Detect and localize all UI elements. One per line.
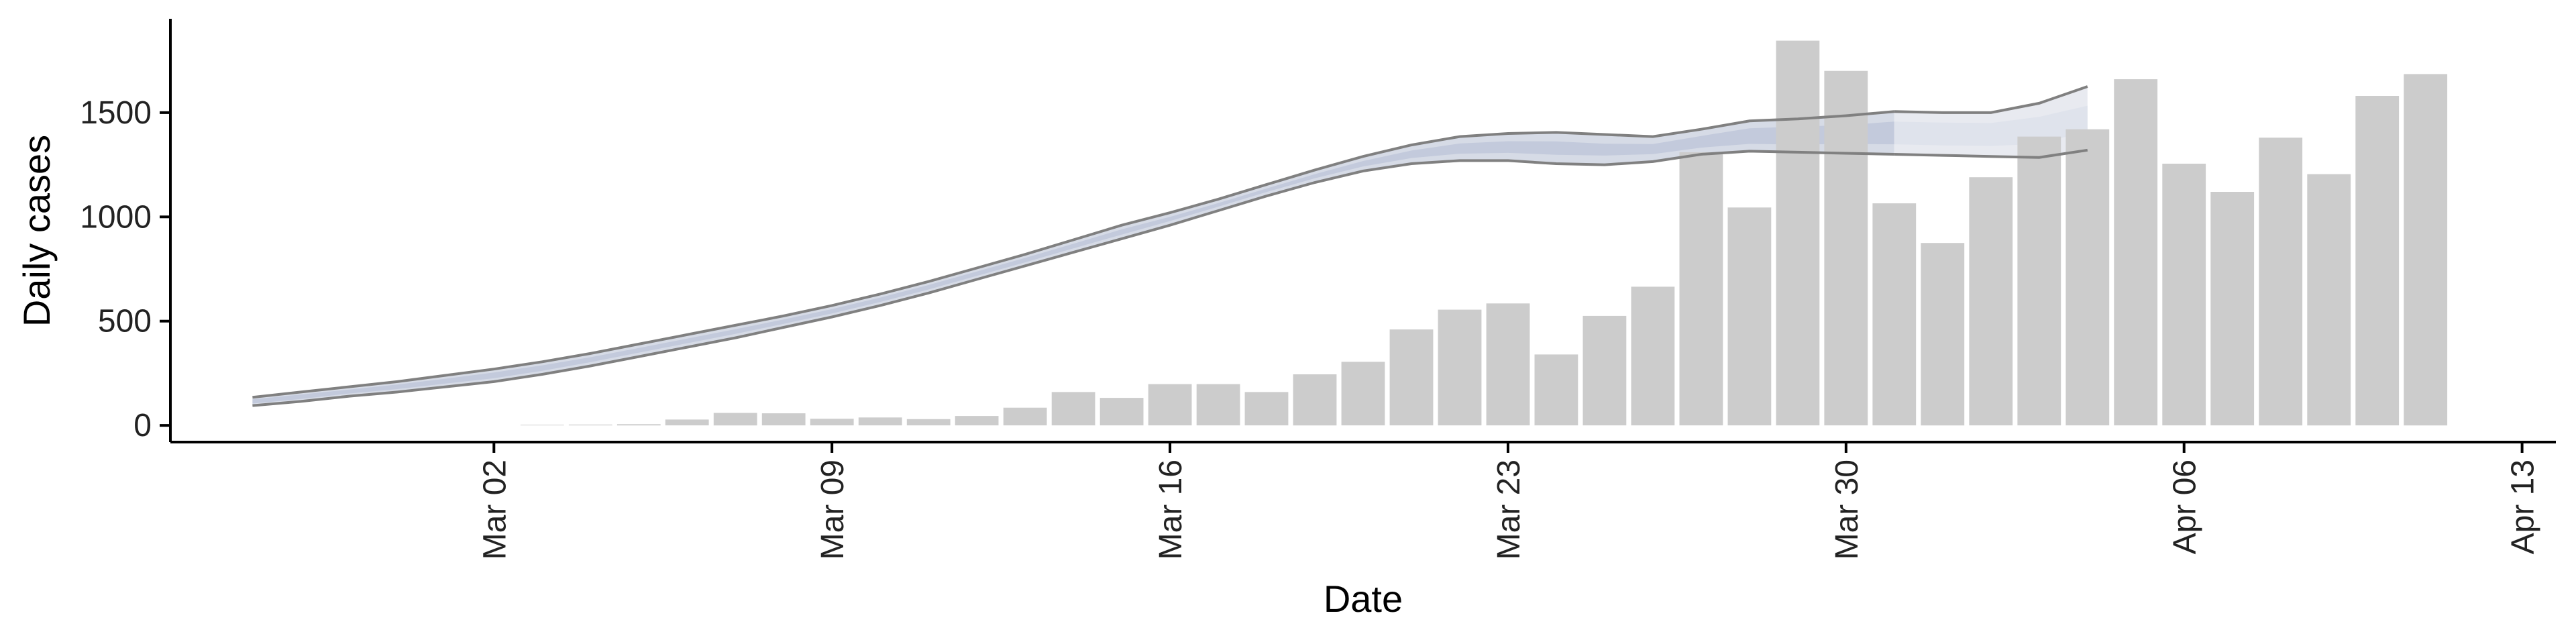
- x-tick-label: Mar 16: [1153, 460, 1189, 559]
- bar: [1293, 374, 1337, 426]
- x-tick-label: Apr 06: [2167, 460, 2203, 554]
- bar: [1582, 315, 1627, 426]
- bar: [1051, 392, 1095, 426]
- bar: [2307, 174, 2351, 426]
- bar: [2114, 79, 2158, 426]
- bar: [2017, 136, 2061, 426]
- y-axis-ticks: 0 500 1000 1500: [80, 95, 170, 443]
- bar: [1872, 203, 1917, 426]
- bar: [1727, 207, 1772, 426]
- bar: [2162, 164, 2206, 426]
- bar: [1148, 384, 1192, 426]
- y-tick-label: 0: [133, 408, 152, 443]
- y-tick-label: 1500: [80, 95, 152, 131]
- bar: [1776, 40, 1820, 426]
- lower-bound-line: [252, 150, 1894, 407]
- bar: [761, 413, 806, 426]
- x-tick-label: Mar 30: [1829, 460, 1865, 559]
- bar: [665, 419, 709, 426]
- bar: [1099, 398, 1144, 426]
- inner-band-projection: [1894, 105, 2088, 146]
- x-tick-label: Mar 02: [477, 460, 513, 559]
- bar: [1921, 243, 1965, 426]
- y-tick-label: 500: [98, 304, 152, 339]
- bar: [1824, 70, 1868, 426]
- bar: [1341, 362, 1385, 426]
- bar: [1438, 309, 1482, 426]
- bar: [1679, 152, 1723, 426]
- bar: [1534, 354, 1578, 426]
- bar: [2259, 138, 2303, 426]
- bar: [2355, 96, 2400, 426]
- bar: [616, 424, 661, 426]
- bar: [2065, 129, 2110, 426]
- upper-bound-projection-line: [1894, 85, 2088, 114]
- bar: [2404, 74, 2448, 426]
- y-axis-title: Daily cases: [15, 135, 58, 327]
- bar: [713, 413, 757, 426]
- bar: [1003, 407, 1047, 426]
- bar: [1389, 329, 1434, 426]
- bar: [1969, 177, 2013, 426]
- bar: [1631, 286, 1675, 426]
- upper-bound-line: [252, 110, 1894, 399]
- axes: [169, 19, 2556, 443]
- estimate-bound-lines: [252, 85, 2088, 407]
- x-tick-label: Mar 23: [1491, 460, 1527, 559]
- bar: [2210, 192, 2255, 426]
- x-tick-label: Apr 13: [2506, 460, 2541, 554]
- bar: [1196, 384, 1240, 426]
- lower-bound-projection-line: [1894, 148, 2088, 159]
- bar: [1486, 303, 1530, 426]
- x-tick-label: Mar 09: [815, 460, 851, 559]
- x-axis-title: Date: [1324, 578, 1403, 620]
- y-tick-label: 1000: [80, 199, 152, 235]
- bar: [1244, 392, 1289, 426]
- daily-case-bars: [520, 40, 2448, 426]
- bar: [858, 417, 902, 426]
- bar: [955, 416, 999, 426]
- bar: [810, 419, 854, 426]
- x-axis-ticks: Mar 02 Mar 09 Mar 16 Mar 23 Mar 30 Apr 06 Apr …: [477, 442, 2541, 559]
- bar: [906, 419, 951, 426]
